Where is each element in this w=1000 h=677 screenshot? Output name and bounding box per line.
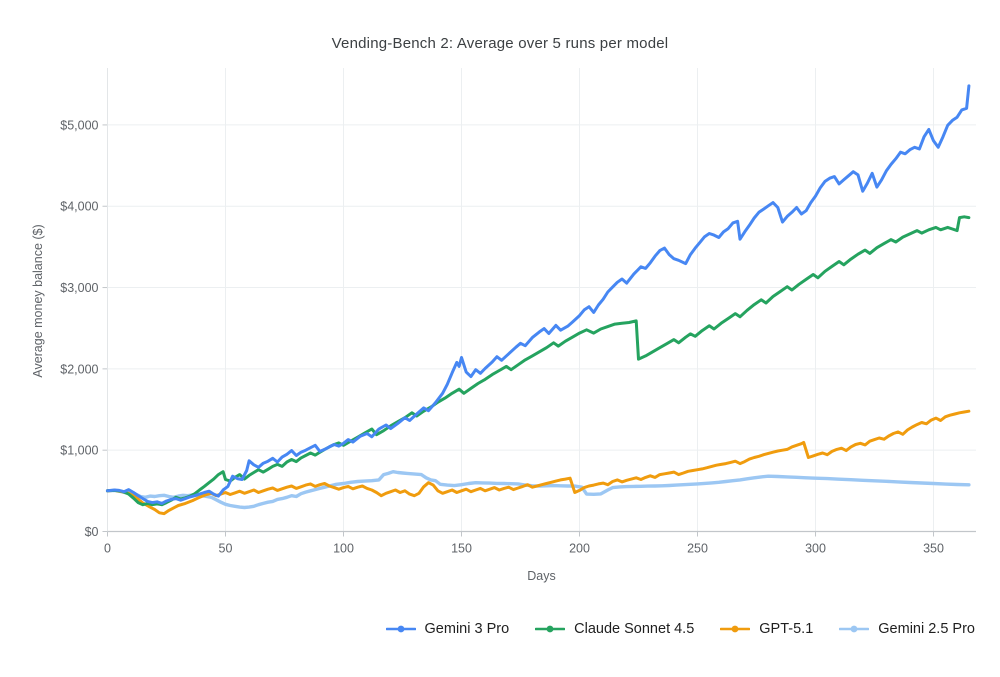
legend-marker-icon: [535, 625, 566, 633]
x-tick-label: 350: [923, 542, 944, 556]
series-line-gpt-5-1: [106, 409, 971, 516]
chart-title: Vending-Bench 2: Average over 5 runs per…: [331, 35, 669, 52]
y-axis-title: Average money balance ($): [31, 224, 45, 378]
legend-label: Claude Sonnet 4.5: [574, 621, 695, 637]
legend-marker-icon: [839, 625, 870, 633]
legend-label: Gemini 3 Pro: [424, 621, 510, 637]
legend-item-claude-sonnet-4-5: Claude Sonnet 4.5: [535, 621, 694, 637]
x-axis-title: Days: [527, 569, 556, 583]
x-tick-label: 250: [687, 542, 708, 556]
x-tick-label: 50: [219, 542, 233, 556]
legend-item-gemini-3-pro: Gemini 3 Pro: [385, 621, 510, 637]
y-tick-label: $5,000: [60, 118, 98, 132]
legend: Gemini 3 Pro Claude Sonnet 4.5 GPT-5.1 Gemi…: [385, 621, 975, 637]
y-tick-label: $2,000: [60, 362, 98, 376]
x-tick-label: 100: [333, 542, 354, 556]
series-line-claude-sonnet-4-5: [106, 215, 971, 507]
x-tick-label: 300: [805, 542, 826, 556]
y-tick-label: $1,000: [60, 444, 98, 458]
series-line-gemini-3-pro: [106, 84, 971, 505]
legend-label: Gemini 2.5 Pro: [878, 621, 975, 637]
y-tick-label: $0: [85, 525, 99, 539]
y-tick-label: $4,000: [60, 200, 98, 214]
legend-marker-icon: [385, 625, 416, 633]
legend-item-gpt-5-1: GPT-5.1: [720, 621, 813, 637]
x-tick-label: 200: [569, 542, 590, 556]
y-tick-label: $3,000: [60, 281, 98, 295]
x-tick-label: 150: [451, 542, 472, 556]
x-tick-label: 0: [104, 542, 111, 556]
series-line-gemini-2-5-pro: [105, 470, 971, 510]
legend-label: GPT-5.1: [759, 621, 814, 637]
legend-marker-icon: [720, 625, 751, 633]
legend-item-gemini-2-5-pro: Gemini 2.5 Pro: [839, 621, 975, 637]
